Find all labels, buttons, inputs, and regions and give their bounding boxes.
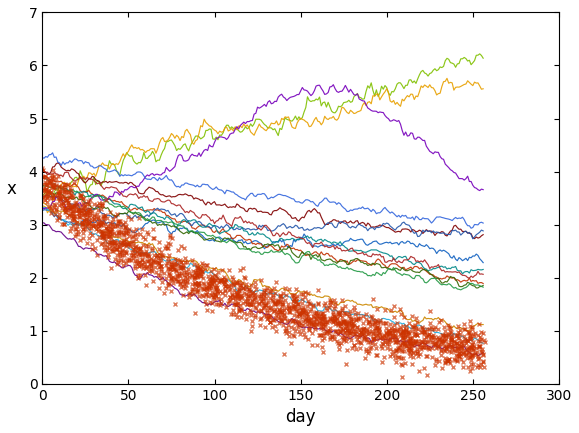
X-axis label: day: day <box>285 408 316 426</box>
Y-axis label: x: x <box>7 180 17 198</box>
